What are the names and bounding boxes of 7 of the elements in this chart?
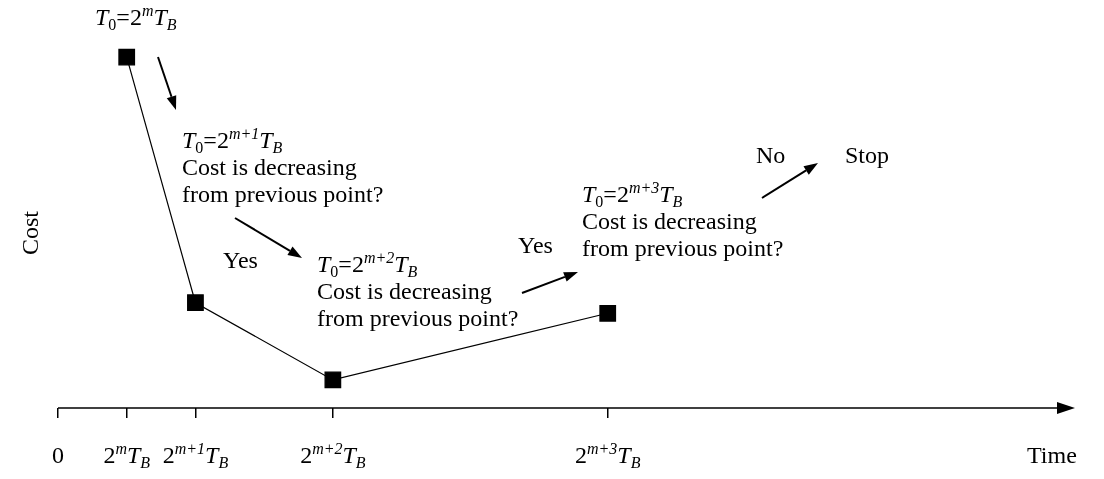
text: Stop [845, 142, 890, 168]
text: Time [1027, 442, 1077, 468]
text: No [756, 142, 786, 168]
annotation: Yes [223, 247, 258, 273]
x-tick-label: 0 [52, 442, 64, 468]
annotation: Yes [518, 232, 553, 258]
y-axis-title: Cost [17, 210, 43, 256]
